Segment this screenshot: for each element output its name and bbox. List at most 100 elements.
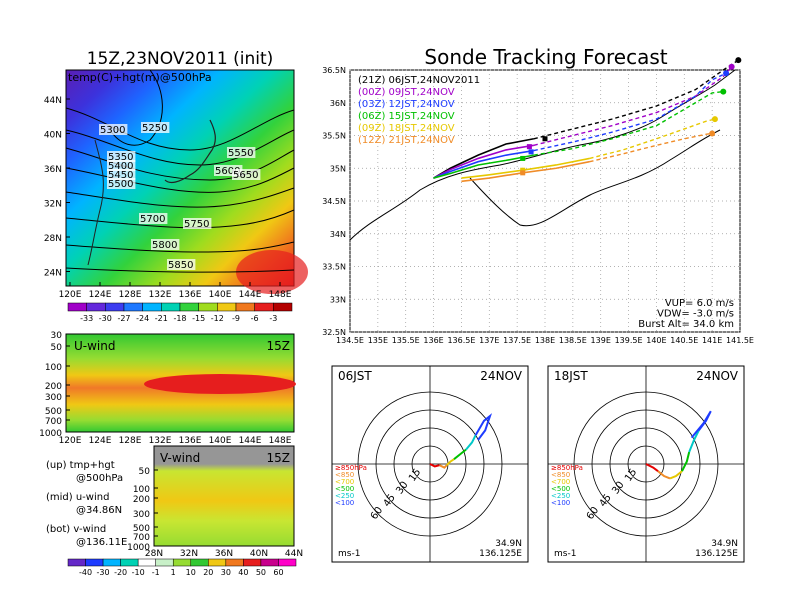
hodo-legend-entry: ≥850hPa — [551, 464, 583, 472]
lat-tick-label: 44N — [44, 96, 62, 106]
lon-tick-label: 128E — [119, 290, 142, 300]
track-legend-entry: (00Z) 09JST,24NOV — [358, 87, 455, 98]
track-x-tick-label: 141.5E — [726, 336, 754, 345]
temp-colorbar-swatch — [179, 302, 199, 312]
v-p-tick-label: 500 — [133, 524, 150, 534]
track-endpoint — [711, 116, 718, 123]
temp-colorbar: -33 -30 -27 -24 -21 -18 -15 -12 -9 -6 -3 — [67, 302, 293, 323]
track-y-tick-label: 32.5N — [322, 328, 346, 337]
track-endpoint — [723, 70, 730, 77]
track-y-tick-label: 34.5N — [322, 197, 346, 206]
track-param: VDW= -3.0 m/s — [657, 309, 734, 320]
wind-colorbar-label: -20 — [114, 568, 127, 577]
wind-colorbar-swatch — [155, 558, 174, 567]
contour-label: 5850 — [168, 260, 193, 271]
temp-colorbar-label: -6 — [251, 314, 259, 323]
wind-colorbar-label: -40 — [79, 568, 92, 577]
wind-colorbar-label: 1 — [171, 568, 176, 577]
temp-colorbar-swatch — [254, 302, 274, 312]
u-p-tick-label: 1000 — [39, 429, 62, 439]
note-head: (bot) v-wind — [46, 524, 106, 535]
wind-colorbar-swatch — [243, 558, 262, 567]
wind-colorbar-swatch — [225, 558, 244, 567]
contour-label: 5500 — [108, 179, 133, 190]
left-title: 15Z,23NOV2011 (init) — [87, 49, 274, 69]
v-p-tick-label: 100 — [133, 485, 150, 495]
contour-label-bg — [99, 124, 128, 135]
track-endpoint — [720, 88, 727, 95]
contour-label-bg — [214, 165, 243, 176]
u-p-tick-label: 300 — [45, 393, 62, 403]
contour-label-bg — [107, 178, 136, 189]
wind-colorbar-label: 20 — [203, 568, 213, 577]
track-x-ticks: 134.5E 135E 135.5E 136E 136.5E 137E 137.5E 138E… — [336, 336, 754, 345]
track-legend-entry: (09Z) 18JST,24NOV — [358, 123, 455, 134]
u-p-tick-label: 100 — [45, 363, 62, 373]
contour-label-bg — [107, 160, 136, 171]
u-lon-tick-label: 136E — [179, 436, 202, 446]
asia-coast — [87, 139, 104, 266]
wind-colorbar-label: 40 — [238, 568, 248, 577]
temp-colorbar-label: -33 — [80, 314, 93, 323]
track-legend: (21Z) 06JST,24NOV2011(00Z) 09JST,24NOV(0… — [358, 75, 480, 146]
track-y-tick-label: 35N — [330, 164, 346, 173]
track-line-dashed — [589, 118, 716, 160]
contour — [65, 187, 295, 208]
v-lat-tick-label: 44N — [285, 549, 303, 559]
hodo-legend-entry: <100 — [551, 499, 570, 507]
track-endpoint — [735, 57, 742, 64]
temp-colorbar-label: -24 — [136, 314, 149, 323]
track-marker — [542, 136, 548, 142]
note-head: (mid) u-wind — [46, 492, 109, 503]
contour-label: 5250 — [142, 123, 167, 134]
temp-colorbar-swatch — [273, 302, 293, 312]
hodo-trace — [439, 464, 448, 469]
u-lon-tick-label: 148E — [269, 436, 292, 446]
wind-colorbar-swatch — [278, 558, 297, 567]
track-x-tick-label: 136E — [423, 336, 443, 345]
hodo-legend-entry: <250 — [335, 492, 354, 500]
temp-colorbar-label: -30 — [99, 314, 112, 323]
temp-colorbar-label: -3 — [269, 314, 277, 323]
track-line-solid — [433, 154, 535, 179]
track-line-dashed — [533, 72, 727, 152]
wind-colorbar-swatch — [102, 558, 121, 567]
v-lat-tick-label: 40N — [250, 549, 268, 559]
lat-tick-label: 40N — [44, 131, 62, 141]
track-x-tick-label: 137.5E — [503, 336, 531, 345]
wind-colorbar-label: -10 — [132, 568, 145, 577]
temp-colorbar-label: -9 — [232, 314, 240, 323]
track-x-tick-label: 138E — [535, 336, 555, 345]
track-legend-entry: (12Z) 21JST,24NOV — [358, 135, 455, 146]
contour — [65, 147, 295, 181]
temp-colorbar-swatch — [161, 302, 181, 312]
v-p-tick-label: 700 — [133, 533, 150, 543]
note-sub: @136.11E — [76, 537, 127, 548]
temp-colorbar-label: -27 — [117, 314, 130, 323]
track-x-tick-label: 139.5E — [615, 336, 643, 345]
hodo-trace — [446, 458, 455, 466]
contour-label: 5300 — [100, 125, 125, 136]
map-label: temp(C)+hgt(m)@500hPa — [68, 71, 212, 84]
hodo-lat: 34.9N — [711, 539, 738, 549]
track-line-dashed — [533, 59, 739, 140]
temp-colorbar-label: -21 — [155, 314, 168, 323]
temp-height-map: temp(C)+hgt(m)@500hPa 5300 5250 5350540054… — [44, 69, 308, 300]
contour-label-bg — [232, 169, 261, 180]
temp-colorbar-swatch — [142, 302, 162, 312]
wind-colorbar-swatch — [137, 558, 156, 567]
contour-label: 5700 — [140, 214, 165, 225]
pacific-coast — [469, 129, 721, 227]
v-p-tick-label: 200 — [133, 495, 150, 505]
track-marker — [526, 144, 532, 150]
contour — [109, 69, 163, 146]
v-wind-label: V-wind — [160, 451, 200, 465]
v-lat-ticks: 28N 32N 36N 40N 44N — [145, 549, 303, 559]
track-x-tick-label: 141E — [702, 336, 722, 345]
contour-label: 5550 — [228, 148, 253, 159]
contour-label: 5400 — [108, 161, 133, 172]
track-x-tick-label: 139E — [591, 336, 611, 345]
hodo-legend-entry: ≥850hPa — [335, 464, 367, 472]
